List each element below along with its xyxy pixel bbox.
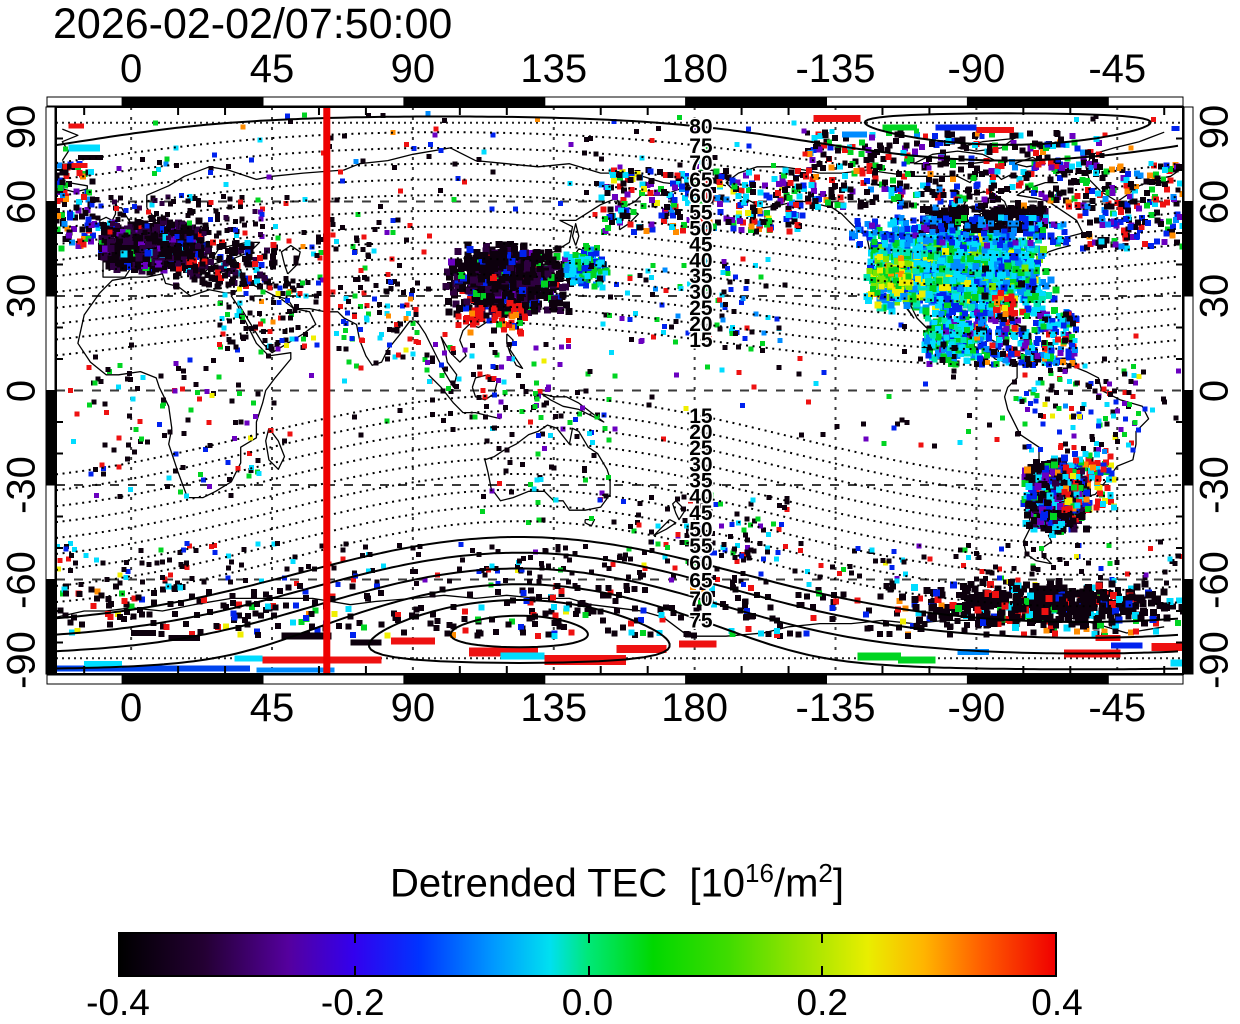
- top-axis-label: 90: [390, 47, 436, 91]
- colorbar-tick-label: 0.0: [561, 982, 614, 1023]
- colorbar-tick-label: 0.2: [796, 982, 848, 1023]
- colorbar-tick: [587, 934, 590, 943]
- colorbar-title-unit: /m: [773, 861, 819, 906]
- top-axis-label: 180: [661, 47, 728, 91]
- top-axis-label: 45: [249, 47, 295, 91]
- colorbar-tick-label: 0.4: [1031, 982, 1083, 1023]
- colorbar: [118, 932, 1057, 977]
- top-axis-label: -45: [1088, 47, 1147, 91]
- top-axis-label: 135: [520, 47, 588, 91]
- figure-title: 2026-02-02/07:50:00: [53, 0, 453, 48]
- top-axis-label: -135: [795, 47, 876, 91]
- bottom-axis-label: -135: [795, 686, 876, 730]
- bottom-axis-label: 90: [390, 686, 436, 730]
- bottom-axis-label: -45: [1088, 686, 1147, 730]
- colorbar-title-exponent2: 2: [818, 858, 833, 888]
- top-axis-label: -90: [947, 47, 1006, 91]
- colorbar-tick: [353, 966, 356, 975]
- colorbar-tick-label: -0.4: [86, 982, 150, 1023]
- bottom-axis-label: -90: [947, 686, 1006, 730]
- colorbar-title-close: ]: [832, 861, 844, 906]
- colorbar-tick: [587, 966, 590, 975]
- bottom-axis-label: 135: [520, 686, 588, 730]
- colorbar-title-exponent: 16: [745, 858, 774, 888]
- colorbar-tick: [821, 966, 824, 975]
- top-axis-label: 0: [120, 47, 143, 91]
- colorbar-tick: [353, 934, 356, 943]
- bottom-axis-label: 0: [120, 686, 143, 730]
- colorbar-title: Detrended TEC [1016/m2]: [390, 858, 844, 906]
- colorbar-tick: [821, 934, 824, 943]
- map-plot: 8075706560555045403530252015152025303540…: [45, 96, 1194, 685]
- bottom-axis-label: 180: [661, 686, 728, 730]
- bottom-axis-label: 45: [249, 686, 295, 730]
- colorbar-tick-label: -0.2: [320, 982, 385, 1023]
- colorbar-title-text: Detrended TEC [10: [390, 861, 746, 906]
